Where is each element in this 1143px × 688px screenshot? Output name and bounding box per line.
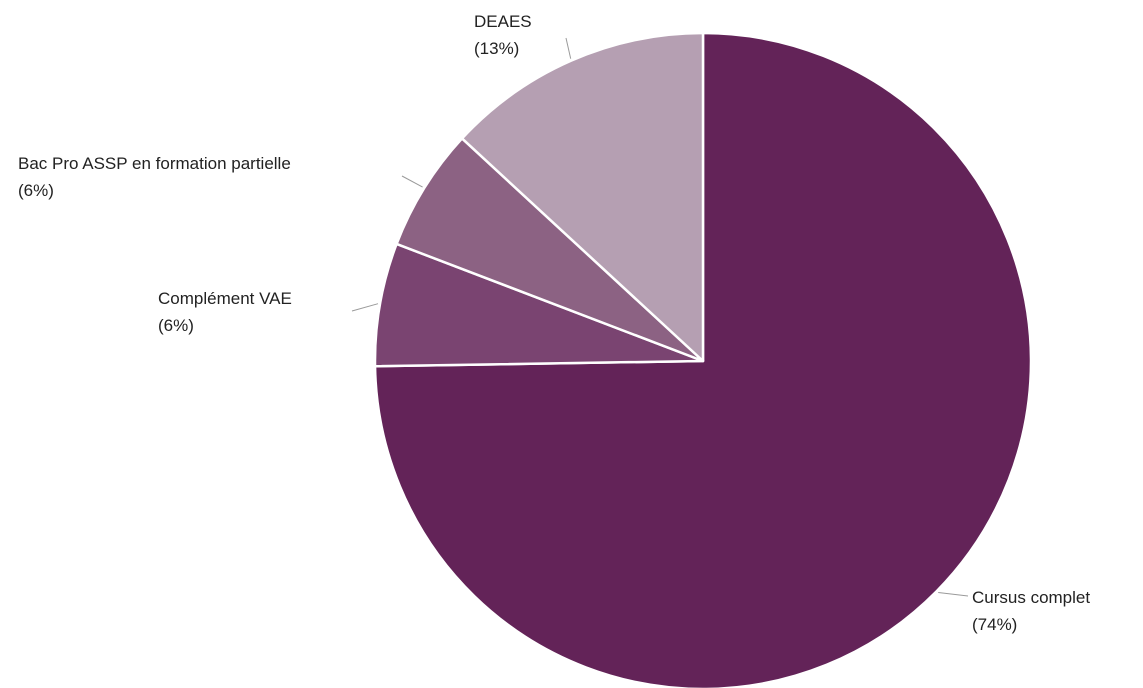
slice-percent-complement-vae: (6%) [158,316,194,335]
leader-line-cursus-complet [938,591,969,597]
leader-line-deaes [565,37,572,59]
pie-slices [373,31,1033,688]
slice-percent-bac-pro-assp: (6%) [18,181,54,200]
pie-slice-bac-pro-assp[interactable] [395,137,705,363]
label-leader-lines [351,37,969,597]
pie-slice-cursus-complet[interactable] [373,31,1033,688]
slice-percent-deaes: (13%) [474,39,519,58]
leader-line-bac-pro-assp [401,175,423,188]
leader-line-complement-vae [351,303,379,312]
slice-label-cursus-complet: Cursus complet [972,588,1090,607]
slice-label-deaes: DEAES [474,12,532,31]
slice-labels: Cursus complet (74%) Complément VAE (6%)… [18,12,1090,634]
slice-percent-cursus-complet: (74%) [972,615,1017,634]
pie-slice-complement-vae[interactable] [373,242,705,368]
slice-label-complement-vae: Complément VAE [158,289,292,308]
slice-label-bac-pro-assp: Bac Pro ASSP en formation partielle [18,154,291,173]
pie-slice-deaes[interactable] [460,31,705,363]
